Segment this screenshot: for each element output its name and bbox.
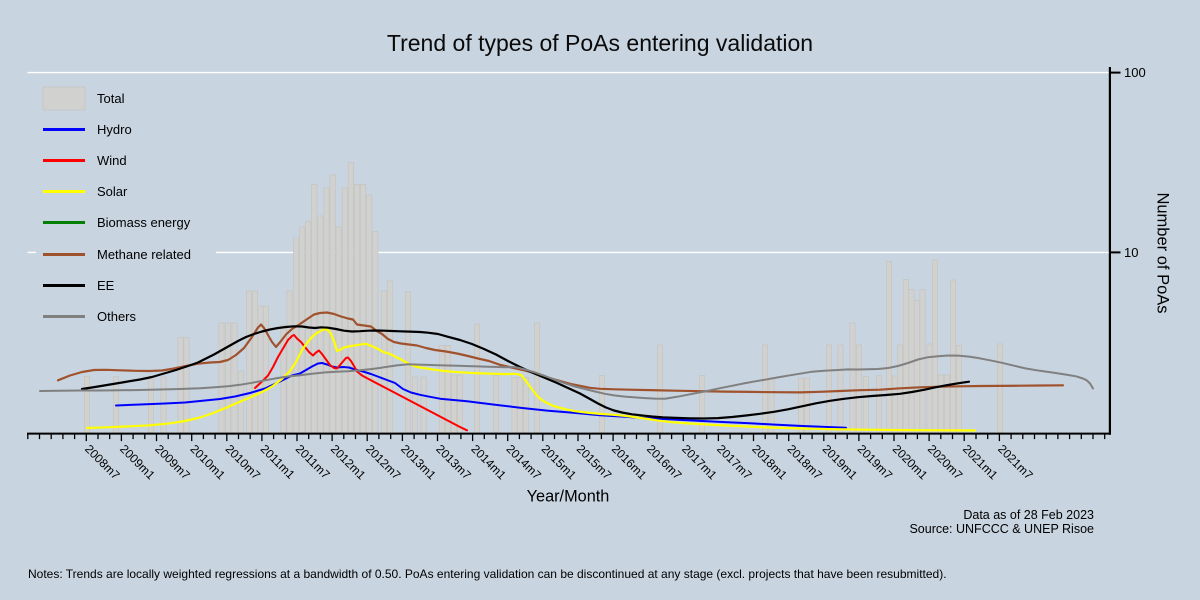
svg-text:Total: Total bbox=[97, 91, 125, 106]
svg-text:Source: UNFCCC & UNEP Risoe: Source: UNFCCC & UNEP Risoe bbox=[909, 522, 1094, 536]
svg-text:10: 10 bbox=[1124, 245, 1138, 260]
svg-text:Notes: Trends are locally weig: Notes: Trends are locally weighted regre… bbox=[28, 567, 947, 581]
svg-text:100: 100 bbox=[1124, 65, 1146, 80]
svg-text:Year/Month: Year/Month bbox=[527, 488, 610, 506]
svg-text:Solar: Solar bbox=[97, 184, 128, 199]
svg-text:Hydro: Hydro bbox=[97, 122, 132, 137]
svg-text:Data as of 28 Feb 2023: Data as of 28 Feb 2023 bbox=[963, 508, 1094, 522]
svg-text:Number of PoAs: Number of PoAs bbox=[1154, 192, 1172, 313]
svg-text:Methane related: Methane related bbox=[97, 247, 191, 262]
svg-text:Others: Others bbox=[97, 309, 137, 324]
svg-text:Wind: Wind bbox=[97, 153, 127, 168]
svg-text:EE: EE bbox=[97, 278, 115, 293]
svg-text:Trend of types of PoAs enterin: Trend of types of PoAs entering validati… bbox=[387, 30, 813, 56]
svg-text:Biomass energy: Biomass energy bbox=[97, 215, 191, 230]
